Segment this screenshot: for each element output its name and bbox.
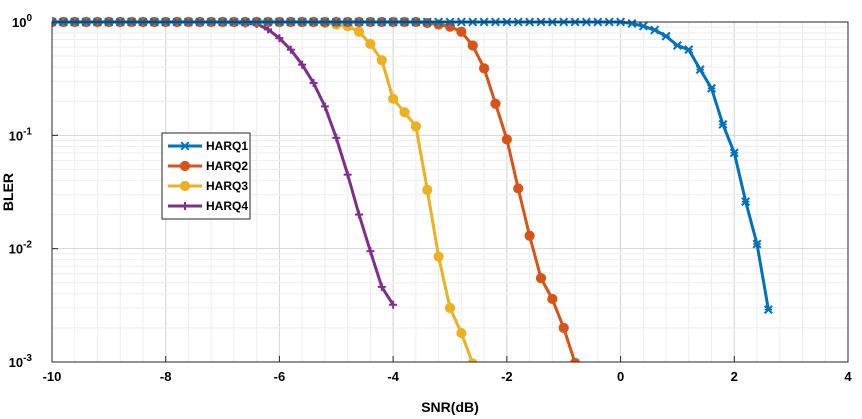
data-point (422, 184, 433, 196)
data-point (638, 21, 648, 31)
axes-box (51, 21, 849, 363)
data-point (377, 282, 386, 291)
data-point (332, 133, 341, 142)
data-point (570, 357, 581, 362)
data-point (343, 170, 352, 179)
data-point (763, 305, 773, 315)
data-point (718, 119, 728, 129)
data-point (661, 31, 671, 41)
legend-label: HARQ1 (206, 139, 248, 153)
data-point (181, 202, 189, 210)
point-stroke (52, 20, 57, 27)
data-point (467, 358, 478, 362)
data-point (501, 134, 512, 145)
data-point (309, 78, 318, 87)
data-point (456, 327, 467, 339)
data-point (467, 40, 478, 51)
data-point (388, 93, 399, 104)
data-point (729, 148, 739, 158)
data-point (650, 25, 660, 35)
x-tick-label: -4 (387, 369, 399, 384)
data-point (399, 107, 410, 118)
data-point (286, 45, 295, 54)
data-point (535, 272, 547, 284)
x-axis-label: SNR(dB) (421, 399, 479, 415)
data-point (444, 302, 456, 314)
y-tick-label: 100 (12, 13, 32, 30)
data-point (627, 18, 637, 29)
point-stroke (52, 17, 57, 24)
data-point (180, 141, 190, 151)
data-point (179, 160, 191, 172)
data-point (433, 251, 444, 262)
data-point (389, 300, 398, 309)
y-tick-label: 10-2 (9, 240, 33, 257)
legend-item-harq2: HARQ2 (168, 159, 248, 173)
axes: -10 -8 -6 -4 -2 0 2 4 10-3 10-2 10-1 100 SNR(dB) BLER (0, 13, 852, 415)
data-point (558, 322, 569, 333)
data-point (298, 60, 307, 69)
y-tick-label: 10-3 (9, 353, 33, 370)
x-tick-label: -10 (43, 369, 62, 384)
x-tick-label: 4 (844, 369, 852, 384)
data-point (456, 26, 467, 37)
x-tick-label: -6 (274, 369, 286, 384)
data-point (479, 63, 490, 74)
data-point (410, 121, 421, 132)
legend-label: HARQ3 (206, 179, 248, 193)
legend-label: HARQ4 (206, 199, 248, 213)
data-point (366, 247, 375, 256)
data-point (513, 183, 524, 194)
data-point (355, 210, 364, 219)
data-point (179, 180, 191, 192)
x-tick-label: 2 (731, 369, 738, 384)
data-point (275, 34, 284, 43)
legend-label: HARQ2 (206, 159, 248, 173)
data-point (547, 293, 558, 305)
data-point (672, 41, 682, 51)
data-point (376, 55, 387, 66)
y-tick-label: 10-1 (9, 126, 33, 143)
data-point (353, 26, 365, 37)
x-tick-label: 0 (617, 369, 624, 384)
data-point (752, 239, 762, 249)
x-tick-label: -2 (501, 369, 513, 384)
x-tick-label: -8 (160, 369, 172, 384)
legend: HARQ1 HARQ2 HARQ3 HARQ4 (161, 132, 251, 220)
data-point (320, 102, 329, 111)
data-point (490, 98, 501, 109)
y-axis-label: BLER (0, 173, 16, 211)
data-point (695, 65, 705, 75)
legend-item-harq3: HARQ3 (168, 179, 248, 193)
data-point (741, 197, 751, 207)
data-point (684, 45, 694, 55)
data-point (365, 38, 376, 50)
data-point (707, 83, 717, 93)
legend-item-harq4: HARQ4 (168, 199, 248, 213)
legend-item-harq1: HARQ1 (168, 139, 248, 153)
data-point (524, 230, 535, 241)
